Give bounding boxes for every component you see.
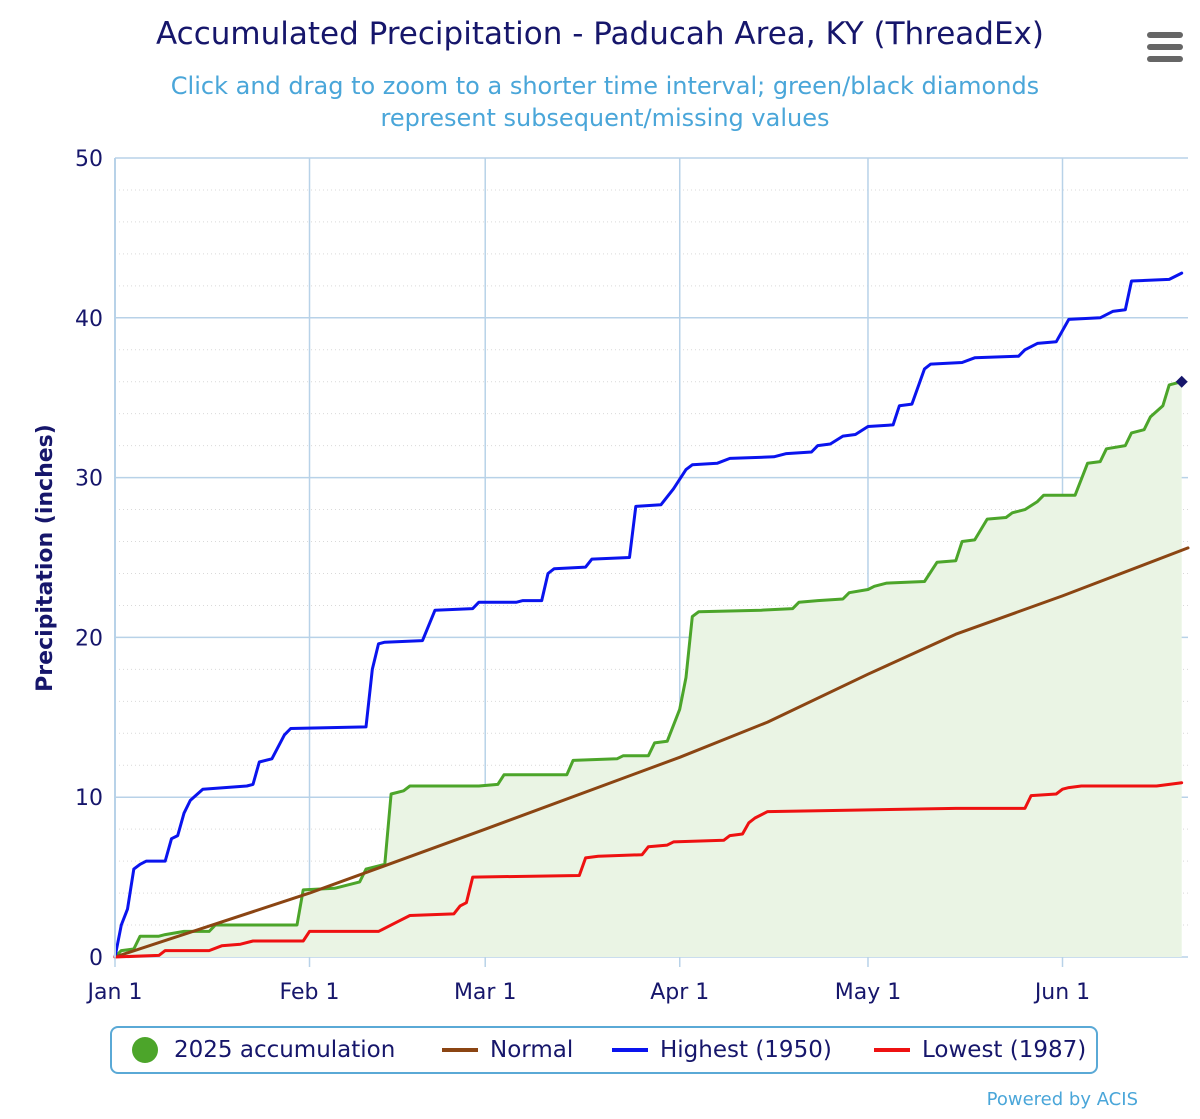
legend-label-accumulation: 2025 accumulation <box>174 1037 396 1063</box>
y-tick-label: 40 <box>75 307 103 332</box>
x-tick-label: May 1 <box>835 980 901 1005</box>
chart-menu-button[interactable] <box>1145 30 1185 64</box>
legend-item-lowest[interactable]: Lowest (1987) <box>874 1028 1086 1072</box>
x-tick-label: Mar 1 <box>454 980 517 1005</box>
chart-legend: 2025 accumulation Normal Highest (1950) … <box>110 1026 1098 1074</box>
hamburger-menu-icon-bar <box>1147 44 1183 50</box>
powered-by-link[interactable]: Powered by ACIS <box>986 1089 1138 1110</box>
y-tick-label: 10 <box>75 786 103 811</box>
series-line-normal <box>113 546 1190 959</box>
series-area-accumulation <box>115 381 1182 957</box>
chart-subtitle: Click and drag to zoom to a shorter time… <box>170 72 1040 132</box>
axes: 0 10 20 30 40 50 Jan 1 Feb 1 Mar 1 Apr 1 May 1 Jun … <box>75 147 1090 1005</box>
legend-label-normal: Normal <box>490 1037 574 1063</box>
end-diamond-marker <box>1175 375 1188 388</box>
chart-title: Accumulated Precipitation - Paducah Area… <box>155 16 1044 52</box>
green-circle-icon <box>132 1037 158 1063</box>
y-tick-label: 0 <box>89 946 103 971</box>
series-line-highest <box>113 271 1184 959</box>
x-tick-label: Apr 1 <box>650 980 709 1005</box>
y-tick-label: 20 <box>75 626 103 651</box>
legend-label-lowest: Lowest (1987) <box>922 1037 1087 1063</box>
hamburger-menu-icon-bar <box>1147 56 1183 62</box>
x-tick-label: Jan 1 <box>86 980 143 1005</box>
series-line-lowest <box>113 781 1184 959</box>
y-tick-label: 50 <box>75 147 103 172</box>
legend-line-lowest <box>874 1048 910 1052</box>
hamburger-menu-icon <box>1147 32 1183 38</box>
series-layer <box>113 271 1190 959</box>
chart-plot[interactable]: 0 10 20 30 40 50 Jan 1 Feb 1 Mar 1 Apr 1 May 1 Jun … <box>0 0 1200 1020</box>
legend-item-highest[interactable]: Highest (1950) <box>612 1028 832 1072</box>
x-tick-label: Jun 1 <box>1033 980 1090 1005</box>
legend-item-accumulation[interactable]: 2025 accumulation <box>132 1028 395 1072</box>
legend-line-highest <box>612 1048 648 1052</box>
y-axis-label: Precipitation (inches) <box>33 424 58 692</box>
x-tick-label: Feb 1 <box>280 980 340 1005</box>
legend-label-highest: Highest (1950) <box>660 1037 832 1063</box>
area-layer <box>115 381 1182 957</box>
legend-item-normal[interactable]: Normal <box>442 1028 573 1072</box>
y-tick-label: 30 <box>75 467 103 492</box>
legend-line-normal <box>442 1048 478 1052</box>
